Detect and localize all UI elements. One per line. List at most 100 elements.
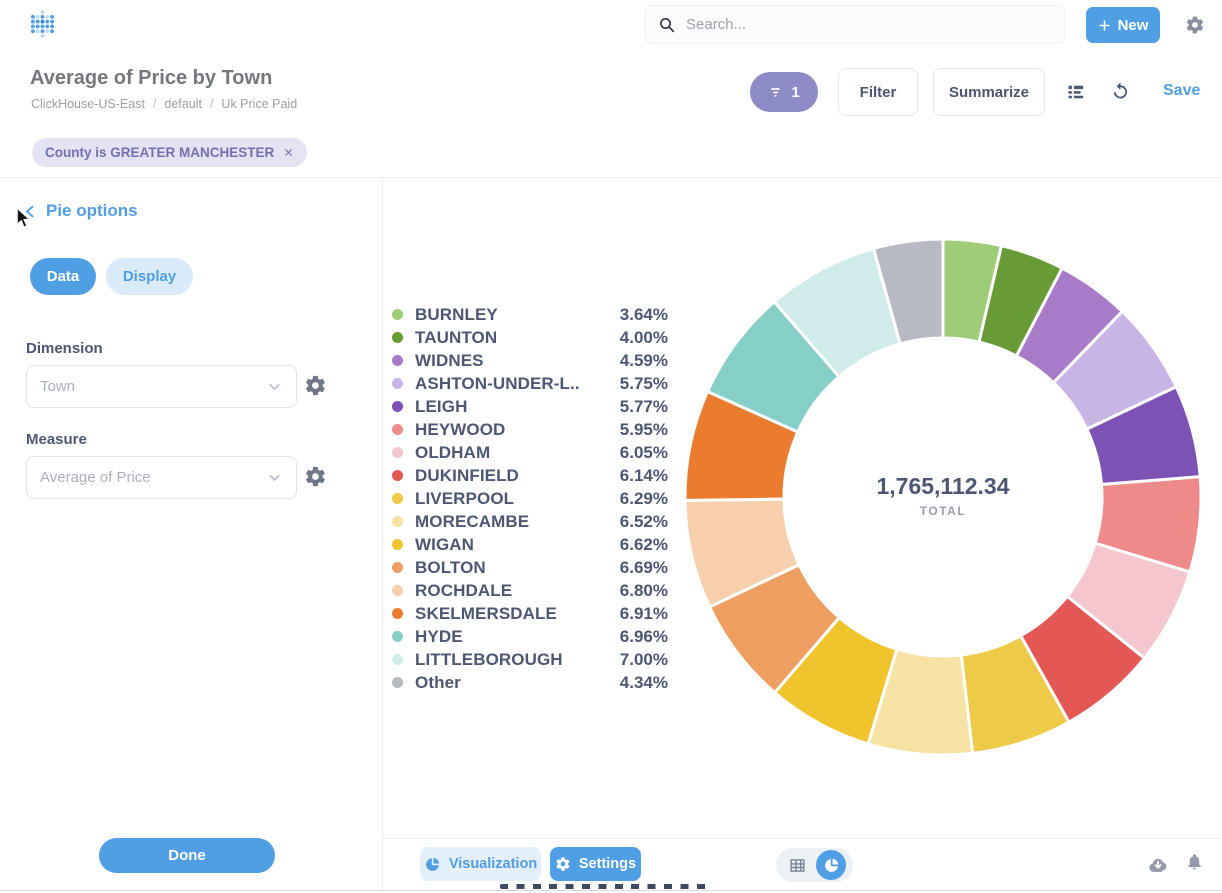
legend-item[interactable]: LIVERPOOL 6.29% [392,487,668,510]
legend-label: HEYWOOD [415,419,506,439]
legend-dot [392,378,403,389]
cutoff-content [500,884,713,889]
legend-dot [392,332,403,343]
settings-button[interactable]: Settings [550,847,641,881]
legend-item[interactable]: HEYWOOD 5.95% [392,418,668,441]
dimension-settings-icon[interactable] [304,374,327,397]
chevron-down-icon [266,378,283,395]
view-toggle [776,848,853,882]
refresh-icon[interactable] [1110,81,1131,102]
dimension-value: Town [40,378,76,395]
filter-count-pill[interactable]: 1 [750,72,818,112]
breadcrumb-schema[interactable]: default [164,97,202,111]
mouse-cursor [16,207,32,230]
legend-percent: 3.64% [619,304,668,324]
legend-percent: 4.34% [619,672,668,692]
legend-dot [392,562,403,573]
legend-dot [392,355,403,366]
breadcrumb[interactable]: ClickHouse-US-East / default / Uk Price … [31,97,297,111]
page-title: Average of Price by Town [30,67,273,89]
legend-dot [392,470,403,481]
breadcrumb-separator: / [152,97,157,111]
legend-item[interactable]: BOLTON 6.69% [392,556,668,579]
sidebar-divider [382,178,383,893]
legend-dot [392,516,403,527]
tab-data[interactable]: Data [30,258,96,295]
admin-gear-icon[interactable] [1185,15,1205,35]
save-button[interactable]: Save [1163,82,1201,99]
legend-percent: 4.59% [619,350,668,370]
visualization-button[interactable]: Visualization [420,847,541,881]
measure-select[interactable]: Average of Price [26,456,297,499]
search-input[interactable] [686,16,1052,33]
legend-item[interactable]: WIDNES 4.59% [392,349,668,372]
bottom-edge-line [0,890,1222,891]
legend-percent: 5.95% [619,419,668,439]
legend-dot [392,608,403,619]
notebook-list-icon[interactable] [1066,82,1086,102]
legend-label: LIVERPOOL [415,488,515,508]
sidebar-title: Pie options [46,201,138,220]
chevron-down-icon [266,469,283,486]
filter-button[interactable]: Filter [838,68,918,116]
legend-item[interactable]: LITTLEBOROUGH 7.00% [392,648,668,671]
legend-dot [392,447,403,458]
chart-view-icon[interactable] [816,850,846,880]
search-bar[interactable] [645,5,1065,44]
breadcrumb-table[interactable]: Uk Price Paid [221,97,298,111]
legend-item[interactable]: BURNLEY 3.64% [392,303,668,326]
legend-label: SKELMERSDALE [415,603,557,623]
pie-chart-icon [424,856,441,873]
pie-slice-Other[interactable] [871,237,945,346]
download-icon[interactable] [1146,854,1170,876]
table-view-icon[interactable] [778,856,816,875]
search-icon [658,16,676,34]
legend-label: MORECAMBE [415,511,530,531]
filter-chip[interactable]: County is GREATER MANCHESTER [32,138,308,167]
done-button[interactable]: Done [99,838,275,873]
breadcrumb-separator: / [209,97,214,111]
measure-value: Average of Price [40,469,151,486]
measure-settings-icon[interactable] [304,465,327,488]
bell-icon[interactable] [1185,852,1204,871]
settings-button-label: Settings [578,856,637,872]
legend-item[interactable]: SKELMERSDALE 6.91% [392,602,668,625]
legend-item[interactable]: MORECAMBE 6.52% [392,510,668,533]
new-button[interactable]: New [1086,7,1160,43]
legend-percent: 5.77% [619,396,668,416]
legend-item[interactable]: TAUNTON 4.00% [392,326,668,349]
summarize-button[interactable]: Summarize [933,68,1045,116]
legend-item[interactable]: LEIGH 5.77% [392,395,668,418]
legend-label: ASHTON-UNDER-L.. [415,373,580,393]
legend-percent: 6.29% [619,488,668,508]
metabase-logo[interactable] [29,9,56,39]
legend-item[interactable]: DUKINFIELD 6.14% [392,464,668,487]
legend-label: ROCHDALE [415,580,513,600]
new-button-label: New [1117,16,1149,34]
header-divider [0,177,1222,178]
legend-item[interactable]: WIGAN 6.62% [392,533,668,556]
legend-item[interactable]: ROCHDALE 6.80% [392,579,668,602]
breadcrumb-database[interactable]: ClickHouse-US-East [31,97,145,111]
dimension-select[interactable]: Town [26,365,297,408]
filter-icon [768,85,783,100]
legend-label: WIDNES [415,350,484,370]
legend-percent: 6.80% [619,580,668,600]
legend-item[interactable]: ASHTON-UNDER-L.. 5.75% [392,372,668,395]
legend-label: OLDHAM [415,442,491,462]
legend-item[interactable]: OLDHAM 6.05% [392,441,668,464]
close-icon[interactable] [283,147,294,158]
legend-label: Other [415,672,461,692]
tab-display[interactable]: Display [106,258,193,295]
legend-label: BOLTON [415,557,486,577]
legend-dot [392,401,403,412]
legend-label: TAUNTON [415,327,498,347]
legend-dot [392,631,403,642]
legend-item[interactable]: Other 4.34% [392,671,668,694]
legend-dot [392,424,403,435]
legend-percent: 4.00% [619,327,668,347]
legend-item[interactable]: HYDE 6.96% [392,625,668,648]
pie-chart [683,237,1203,762]
legend-label: WIGAN [415,534,475,554]
